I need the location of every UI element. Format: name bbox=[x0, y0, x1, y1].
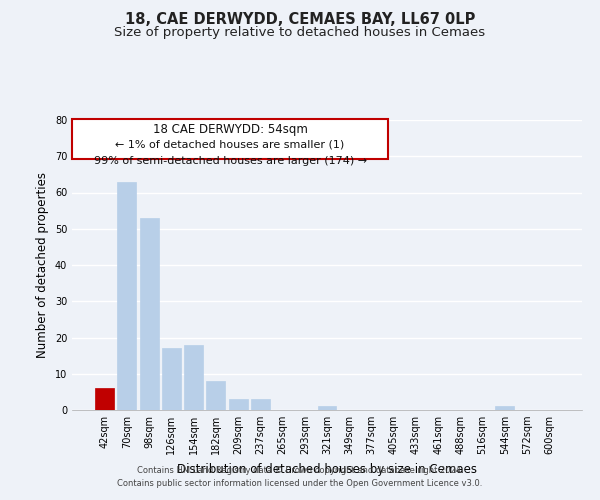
Text: Contains HM Land Registry data © Crown copyright and database right 2024.
Contai: Contains HM Land Registry data © Crown c… bbox=[118, 466, 482, 487]
Bar bbox=[118, 182, 136, 410]
Text: 18 CAE DERWYDD: 54sqm: 18 CAE DERWYDD: 54sqm bbox=[152, 123, 308, 136]
Bar bbox=[140, 218, 158, 410]
Bar bbox=[162, 348, 181, 410]
Text: ← 1% of detached houses are smaller (1): ← 1% of detached houses are smaller (1) bbox=[115, 140, 345, 149]
Bar bbox=[496, 406, 514, 410]
Bar bbox=[95, 388, 114, 410]
Bar bbox=[317, 406, 337, 410]
Bar bbox=[229, 399, 248, 410]
Text: 18, CAE DERWYDD, CEMAES BAY, LL67 0LP: 18, CAE DERWYDD, CEMAES BAY, LL67 0LP bbox=[125, 12, 475, 28]
Y-axis label: Number of detached properties: Number of detached properties bbox=[36, 172, 49, 358]
Bar bbox=[206, 381, 225, 410]
Text: 99% of semi-detached houses are larger (174) →: 99% of semi-detached houses are larger (… bbox=[94, 156, 367, 166]
Bar bbox=[184, 345, 203, 410]
X-axis label: Distribution of detached houses by size in Cemaes: Distribution of detached houses by size … bbox=[177, 462, 477, 475]
Text: Size of property relative to detached houses in Cemaes: Size of property relative to detached ho… bbox=[115, 26, 485, 39]
Bar bbox=[251, 399, 270, 410]
